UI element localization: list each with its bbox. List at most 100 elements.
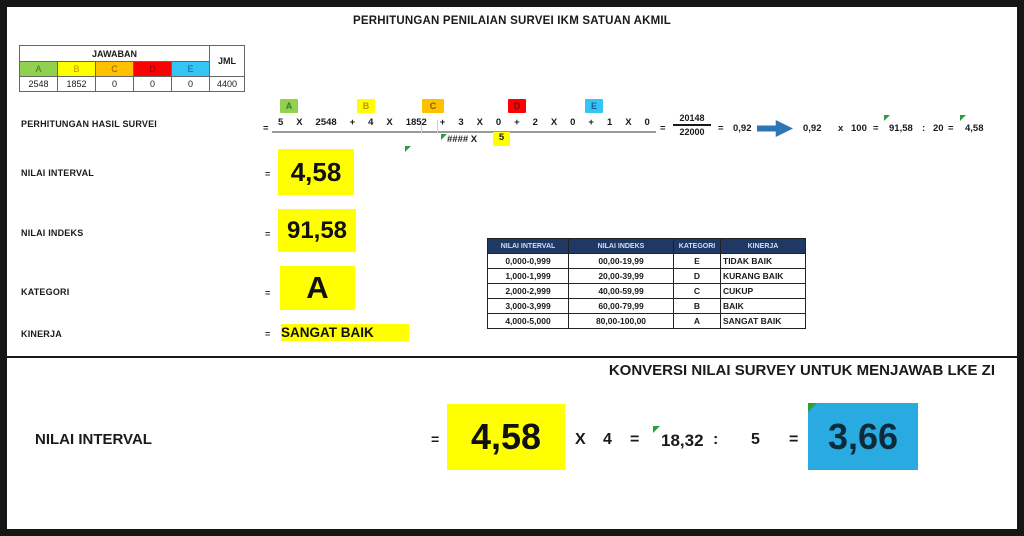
ref-cell: 2,000-2,999 xyxy=(487,283,569,299)
ref-cell: B xyxy=(673,298,721,314)
equals-sign: = xyxy=(660,123,666,134)
result-box-kategori: A xyxy=(280,266,355,310)
result-box-indeks: 91,58 xyxy=(278,209,356,252)
ref-cell: 3,000-3,999 xyxy=(487,298,569,314)
ref-cell: 40,00-59,99 xyxy=(568,283,674,299)
num-token: X xyxy=(550,117,558,128)
num-token: 0 xyxy=(644,117,650,128)
num-token: + xyxy=(588,117,594,128)
ref-cell: BAIK xyxy=(720,298,806,314)
error-triangle-icon xyxy=(960,115,966,121)
error-triangle-icon xyxy=(653,426,660,433)
conversion-result-value: 3,66 xyxy=(827,415,899,457)
chip-e: E xyxy=(585,99,603,113)
conversion-result-box: 3,66 xyxy=(808,403,918,470)
ref-header-interval: NILAI INTERVAL xyxy=(487,238,569,254)
label-kinerja: KINERJA xyxy=(21,329,62,339)
answers-table: JAWABAN JML A B C D E 2548 1852 0 0 0 44… xyxy=(19,45,245,92)
label-nilai-interval: NILAI INTERVAL xyxy=(21,168,94,178)
fraction-bar xyxy=(673,124,711,126)
num-token: 2548 xyxy=(315,117,337,128)
answer-label-e: E xyxy=(171,61,210,77)
times-sign: x xyxy=(838,123,844,134)
table-row: 0,000-0,999 00,00-19,99 E TIDAK BAIK xyxy=(487,253,806,269)
colon-sign: : xyxy=(922,123,926,134)
fraction-numerator: 20148 xyxy=(679,113,705,123)
formula-numerator: 5 X 2548 + 4 X 1852 + 3 X 0 + 2 X 0 + 1 … xyxy=(278,117,650,128)
num-token: X xyxy=(386,117,393,128)
answer-value-d: 0 xyxy=(133,76,172,92)
section-divider xyxy=(7,356,1017,358)
num-token: 0 xyxy=(570,117,576,128)
ref-cell: 4,000-5,000 xyxy=(487,313,569,329)
ref-cell: C xyxy=(673,283,721,299)
cell-gridline xyxy=(421,120,422,134)
answers-jml-header: JML xyxy=(209,45,245,77)
conversion-value-box: 4,58 xyxy=(447,404,565,470)
answer-value-e: 0 xyxy=(171,76,210,92)
equals-sign: = xyxy=(630,431,640,448)
ref-cell: 80,00-100,00 xyxy=(568,313,674,329)
num-token: 5 xyxy=(278,117,284,128)
equals-sign: = xyxy=(873,123,879,134)
ref-cell: TIDAK BAIK xyxy=(720,253,806,269)
ref-header-indeks: NILAI INDEKS xyxy=(568,238,674,254)
chip-b: B xyxy=(357,99,375,113)
survey-calc-label: PERHITUNGAN HASIL SURVEI xyxy=(21,119,157,129)
colon-sign: : xyxy=(713,431,719,448)
equals-sign: = xyxy=(265,229,271,239)
answer-label-d: D xyxy=(133,61,172,77)
denominator-hash: #### X xyxy=(447,134,478,145)
result-box-kinerja: SANGAT BAIK xyxy=(281,324,409,341)
equals-sign: = xyxy=(265,169,271,179)
equals-sign: = xyxy=(265,329,271,339)
answer-value-a: 2548 xyxy=(19,76,58,92)
ref-cell: 1,000-1,999 xyxy=(487,268,569,284)
chip-c: C xyxy=(422,99,444,113)
ref-cell: A xyxy=(673,313,721,329)
table-header-row: NILAI INTERVAL NILAI INDEKS KATEGORI KIN… xyxy=(487,238,806,254)
chip-d: D xyxy=(508,99,526,113)
divisor-value: 20 xyxy=(933,123,944,134)
index-value: 91,58 xyxy=(889,123,913,134)
num-token: 3 xyxy=(458,117,464,128)
num-token: 2 xyxy=(532,117,538,128)
answers-header: JAWABAN xyxy=(19,45,210,62)
ref-cell: 60,00-79,99 xyxy=(568,298,674,314)
table-row: 2548 1852 0 0 0 4400 xyxy=(19,76,245,92)
times-sign: X xyxy=(575,431,586,448)
ref-cell: CUKUP xyxy=(720,283,806,299)
table-row: JAWABAN JML xyxy=(19,45,245,77)
num-token: X xyxy=(625,117,632,128)
equals-sign: = xyxy=(718,123,724,134)
ratio-value: 0,92 xyxy=(733,123,752,134)
ref-header-kinerja: KINERJA xyxy=(720,238,806,254)
equals-sign: = xyxy=(789,431,799,448)
answer-label-c: C xyxy=(95,61,134,77)
page-title: PERHITUNGAN PENILAIAN SURVEI IKM SATUAN … xyxy=(352,15,672,27)
num-token: 4 xyxy=(368,117,374,128)
ref-header-kategori: KATEGORI xyxy=(673,238,721,254)
ratio-value-2: 0,92 xyxy=(803,123,822,134)
label-nilai-indeks: NILAI INDEKS xyxy=(21,228,84,238)
hundred-value: 100 xyxy=(851,123,867,134)
answer-label-a: A xyxy=(19,61,58,77)
ref-cell: 0,000-0,999 xyxy=(487,253,569,269)
table-row: 3,000-3,999 60,00-79,99 B BAIK xyxy=(487,298,806,314)
result-fraction: 20148 22000 xyxy=(673,113,711,137)
num-token: X xyxy=(476,117,483,128)
error-triangle-icon xyxy=(884,115,890,121)
answer-total: 4400 xyxy=(209,76,245,92)
error-triangle-icon xyxy=(808,403,817,412)
fraction-line xyxy=(272,131,656,133)
error-triangle-icon xyxy=(405,146,411,152)
ref-cell: E xyxy=(673,253,721,269)
chip-a: A xyxy=(280,99,298,113)
multiplier-value: 4 xyxy=(603,431,612,448)
ref-cell: KURANG BAIK xyxy=(720,268,806,284)
cell-gridline xyxy=(437,120,438,134)
table-row: 4,000-5,000 80,00-100,00 A SANGAT BAIK xyxy=(487,313,806,329)
equals-sign: = xyxy=(265,288,271,298)
num-token: X xyxy=(296,117,303,128)
